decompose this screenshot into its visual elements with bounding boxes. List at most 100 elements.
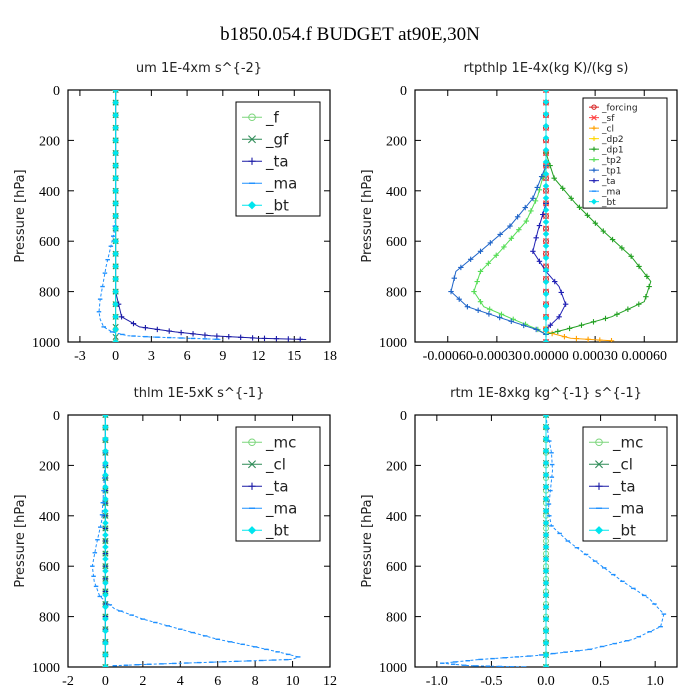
series-cl-point: [102, 415, 109, 419]
series-dp1-point: [646, 283, 652, 290]
series-bt-point: [112, 90, 119, 94]
x-tick-label: 8: [252, 674, 259, 689]
series-tp1-point: [458, 264, 464, 271]
legend-entry-dp1-marker: [591, 146, 597, 152]
series-cl-point: [608, 338, 615, 342]
x-tick-label: 9: [219, 349, 226, 364]
series-tp1-point: [464, 304, 471, 310]
legend-box: [582, 97, 668, 209]
series-tp1-point: [475, 307, 481, 314]
series-ta-point: [154, 326, 161, 333]
series-tp1-point: [451, 275, 457, 281]
y-tick-label: 600: [386, 560, 407, 575]
series-bt-point: [542, 579, 550, 587]
series-bt-point: [112, 338, 119, 342]
legend-entry-dp1-label: _dp1: [601, 145, 624, 155]
series-gf-point: [112, 90, 119, 94]
series-bt-point: [542, 230, 550, 238]
y-tick-label: 400: [39, 185, 60, 200]
legend-entry-bt-marker: [591, 198, 597, 205]
series-dp1-point: [560, 185, 566, 191]
y-axis-label: Pressure [hPa]: [13, 169, 28, 262]
series-ta-point: [178, 329, 184, 336]
series-dp1-point: [568, 195, 574, 202]
series-tp1-point: [538, 173, 545, 180]
legend-entry-cl-marker: [591, 125, 597, 131]
series-bt-point: [112, 237, 119, 245]
series-bt-point: [542, 615, 550, 623]
series-bt-point: [542, 134, 550, 142]
series-cl-point: [561, 333, 568, 340]
series-tp1-point: [486, 311, 492, 317]
legend-entry-bt-label: _bt: [265, 197, 289, 216]
series-bt-point: [102, 579, 109, 587]
series-tp2-point: [516, 226, 522, 233]
series-dp1-point: [625, 306, 631, 312]
series-bt-point: [542, 338, 550, 342]
series-bt-point: [542, 326, 550, 334]
series-bt-point: [102, 447, 109, 455]
chart-panel-4: rtm 1E-8xkg kg^{-1} s^{-1} Pressure [hPa]…: [360, 386, 678, 689]
x-tick-label: 15: [287, 349, 301, 364]
series-cl-point: [102, 663, 109, 667]
legend-entry-ta-label: _ta: [265, 153, 289, 172]
x-tick-label: 1.0: [646, 674, 664, 689]
series-tp1-point: [533, 326, 539, 333]
legend-entry-tp1-marker: [591, 167, 597, 173]
series-bt-point: [542, 519, 550, 527]
x-tick-label: -0.5: [480, 674, 502, 689]
legend-entry-bt-marker: [594, 526, 604, 535]
series-bt-point: [102, 507, 109, 515]
series-tp2-point: [501, 244, 507, 250]
series-bt-point: [542, 555, 550, 563]
series-dp1-point: [551, 175, 557, 181]
series-bt-point: [112, 326, 119, 333]
series-bt-point: [102, 435, 109, 443]
series-bt-point: [542, 415, 550, 419]
series-bt-point: [542, 423, 550, 431]
legend-entry-mc-label: _mc: [612, 434, 643, 453]
x-tick-label: -0.00030: [472, 349, 522, 364]
legend-entry-cl-label: _cl: [601, 124, 614, 134]
series-dp1-point: [576, 204, 583, 211]
series-ta-point: [540, 211, 546, 218]
series-dp1-point: [643, 293, 649, 300]
x-tick-label: 12: [323, 674, 337, 689]
series-bt-point: [542, 314, 550, 322]
x-tick-label: 3: [148, 349, 155, 364]
legend-entry-tp1-label: _tp1: [601, 166, 621, 176]
series-ta-point: [249, 335, 256, 341]
series-tp1-line: [450, 165, 547, 335]
series-ta-point: [226, 333, 232, 340]
series-cl-point: [542, 663, 550, 667]
y-tick-label: 800: [386, 286, 407, 301]
series-ta-point: [547, 322, 554, 328]
legend-entry-ta-marker: [248, 157, 256, 165]
series-bt-point: [112, 137, 119, 144]
series-ta-point: [202, 332, 208, 338]
x-tick-label: 4: [177, 674, 184, 689]
legend-entry-ma-label: _ma: [265, 500, 297, 519]
series-bt-point: [102, 483, 109, 491]
series-bt-point: [112, 225, 119, 232]
legend-entry-mc-marker: [595, 438, 603, 447]
series-bt-point: [542, 459, 550, 467]
series-tp1-point: [521, 322, 527, 329]
series-tp2-point: [508, 235, 515, 242]
series-bt-point: [102, 591, 109, 599]
series-bt-point: [542, 567, 550, 575]
y-tick-label: 200: [386, 459, 407, 474]
y-tick-label: 400: [386, 185, 407, 200]
legend-entry-bt-label: _bt: [601, 198, 616, 208]
series-bt-point: [112, 300, 119, 308]
plot-frame: [67, 89, 331, 343]
series-dp1-point: [590, 319, 597, 325]
series-bt-point: [102, 615, 109, 623]
series-ta-point: [536, 222, 543, 229]
plot-frame: [67, 414, 331, 668]
series-bt-point: [112, 288, 119, 295]
series-dp1-point: [619, 245, 625, 251]
legend-entry-forcing-marker: [591, 104, 597, 110]
series-tp2-point: [485, 260, 492, 267]
series-tp2-point: [532, 198, 539, 204]
